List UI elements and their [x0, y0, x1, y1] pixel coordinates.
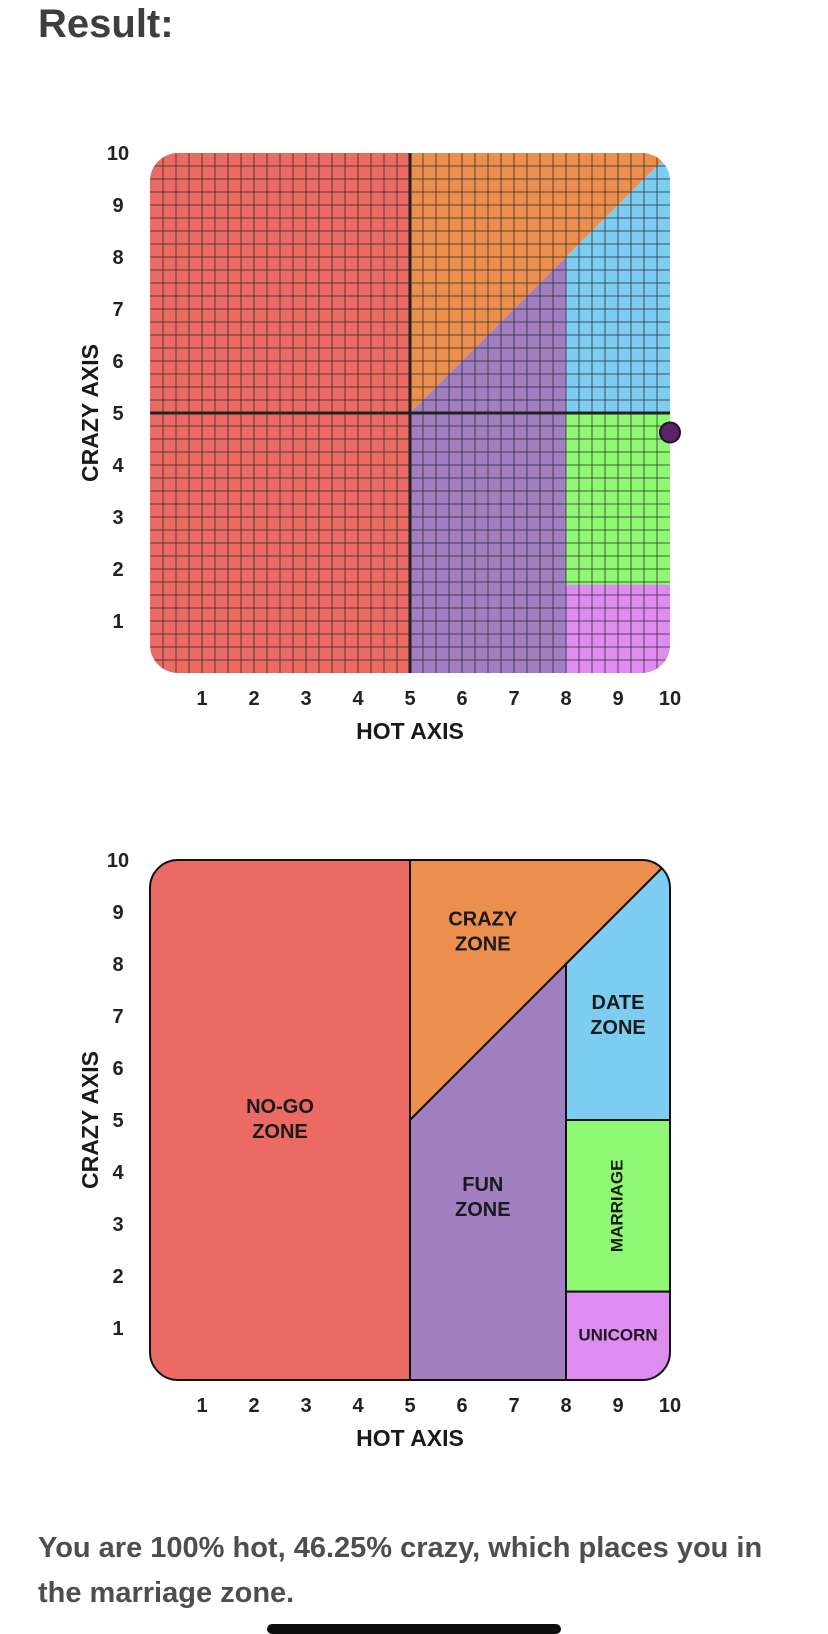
y-tick-label: 5	[112, 403, 123, 425]
x-tick-label: 8	[560, 688, 571, 710]
x-tick-label: 2	[248, 688, 259, 710]
y-tick-label: 7	[112, 1006, 123, 1028]
data-point	[659, 421, 681, 444]
y-tick-label: 4	[112, 1162, 124, 1184]
zone-label-marriage: MARRIAGE	[607, 1160, 626, 1253]
x-axis-title: HOT AXIS	[356, 1425, 464, 1451]
y-tick-label: 3	[112, 507, 123, 529]
y-tick-label: 2	[112, 559, 123, 581]
y-tick-label: 10	[107, 143, 129, 165]
zone-label-fun: ZONE	[455, 1199, 511, 1221]
y-axis-title: CRAZY AXIS	[77, 344, 103, 482]
x-tick-label: 1	[196, 1395, 207, 1417]
x-tick-label: 1	[196, 688, 207, 710]
y-tick-label: 6	[112, 1058, 123, 1080]
x-tick-label: 10	[659, 688, 681, 710]
zone-label-date: ZONE	[590, 1017, 646, 1039]
y-tick-label: 6	[112, 351, 123, 373]
x-tick-label: 3	[300, 688, 311, 710]
zone-unicorn	[565, 1290, 670, 1380]
grid-chart-svg: 1 2 3 4 5 6 7 8 9 10 1 2 3 4 5 6 7 8 9 10 HOT AXIS CRAZY AXIS	[77, 143, 681, 744]
zone-nogo	[150, 860, 411, 1380]
x-tick-label: 5	[404, 688, 415, 710]
y-axis-title: CRAZY AXIS	[77, 1051, 103, 1189]
x-tick-label: 4	[352, 1395, 364, 1417]
y-tick-label: 4	[112, 455, 124, 477]
y-tick-label: 10	[107, 850, 129, 872]
x-tick-label: 10	[659, 1395, 681, 1417]
y-tick-label: 1	[112, 1318, 123, 1340]
y-tick-label: 8	[112, 247, 123, 269]
x-tick-label: 3	[300, 1395, 311, 1417]
result-title: Result:	[38, 2, 174, 46]
zone-label-crazy: CRAZY	[448, 909, 518, 931]
x-tick-label: 6	[456, 688, 467, 710]
plot-border	[149, 859, 671, 1381]
y-tick-label: 3	[112, 1214, 123, 1236]
home-indicator	[267, 1624, 561, 1634]
hot-crazy-zones-chart: NO-GO ZONE CRAZY ZONE FUN ZONE DATE ZONE MARRIAG…	[0, 842, 828, 1472]
zone-label-unicorn: UNICORN	[578, 1325, 657, 1344]
x-tick-label: 7	[508, 688, 519, 710]
zones-chart-svg: NO-GO ZONE CRAZY ZONE FUN ZONE DATE ZONE MARRIAG…	[77, 850, 681, 1451]
x-tick-label: 9	[612, 688, 623, 710]
x-tick-label: 4	[352, 688, 364, 710]
x-axis-title: HOT AXIS	[356, 718, 464, 744]
zone-label-nogo: ZONE	[252, 1121, 308, 1143]
plot-area	[150, 860, 670, 1380]
x-tick-label: 5	[404, 1395, 415, 1417]
x-tick-label: 2	[248, 1395, 259, 1417]
y-tick-label: 9	[112, 902, 123, 924]
plot-area	[150, 153, 670, 673]
zone-label-date: DATE	[592, 992, 645, 1014]
y-tick-label: 8	[112, 954, 123, 976]
y-tick-label: 1	[112, 611, 123, 633]
result-text: You are 100% hot, 46.25% crazy, which pl…	[38, 1532, 763, 1609]
x-tick-label: 6	[456, 1395, 467, 1417]
x-tick-label: 8	[560, 1395, 571, 1417]
y-tick-label: 7	[112, 299, 123, 321]
y-tick-label: 9	[112, 195, 123, 217]
y-tick-label: 5	[112, 1110, 123, 1132]
x-tick-label: 9	[612, 1395, 623, 1417]
zone-label-crazy: ZONE	[455, 934, 511, 956]
zone-label-fun: FUN	[462, 1174, 503, 1196]
y-tick-label: 2	[112, 1266, 123, 1288]
hot-crazy-grid-chart: 1 2 3 4 5 6 7 8 9 10 1 2 3 4 5 6 7 8 9 10 HOT AXIS CRAZY AXIS	[0, 135, 828, 765]
zone-date	[565, 860, 670, 1121]
x-tick-label: 7	[508, 1395, 519, 1417]
zone-label-nogo: NO-GO	[246, 1096, 314, 1118]
